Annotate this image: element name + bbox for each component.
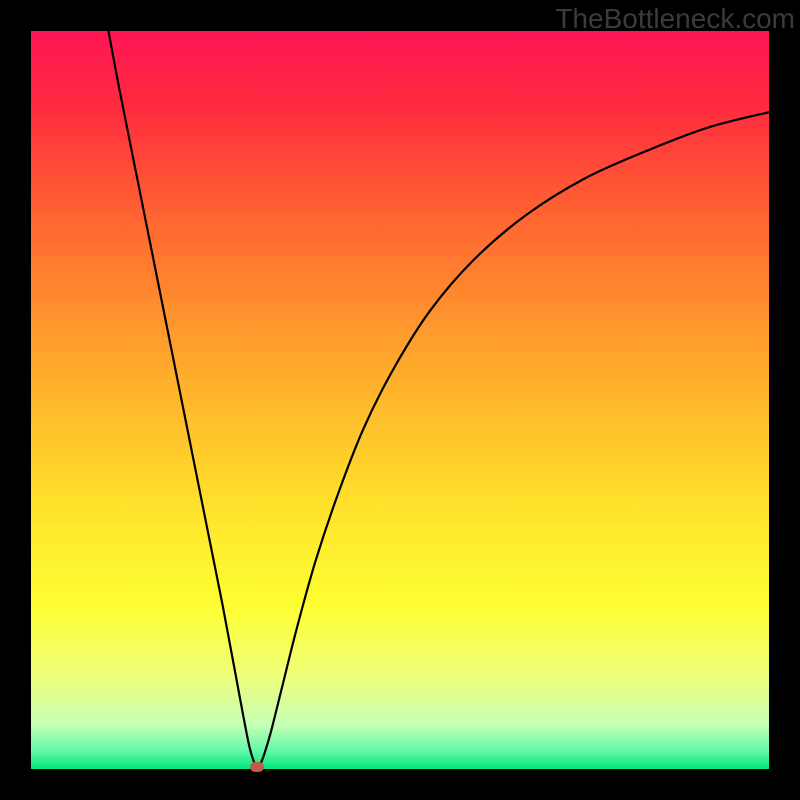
curve-layer [31,31,769,769]
plot-area [31,31,769,769]
minimum-marker [250,762,264,772]
chart-frame: TheBottleneck.com [0,0,800,800]
attribution-label: TheBottleneck.com [555,3,795,35]
bottleneck-curve [108,31,769,767]
